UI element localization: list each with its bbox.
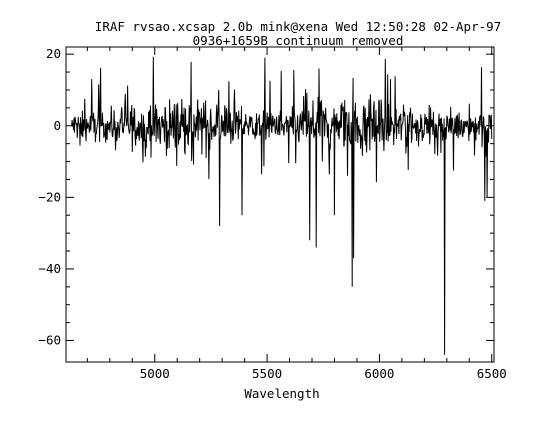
y-tick-label: 0 — [53, 118, 61, 133]
chart-subtitle: 0936+1659B continuum removed — [193, 33, 404, 48]
spectrum-line — [71, 56, 493, 355]
y-tick-label: −40 — [38, 261, 61, 276]
x-tick-label: 6000 — [364, 366, 394, 381]
x-tick-label: 5000 — [140, 366, 170, 381]
plot-layer — [71, 56, 493, 355]
y-tick-label: −60 — [38, 333, 61, 348]
x-tick-label: 5500 — [252, 366, 282, 381]
y-tick-label: 20 — [46, 46, 61, 61]
chart-title: IRAF rvsao.xcsap 2.0b mink@xena Wed 12:5… — [95, 19, 501, 34]
plot-frame — [65, 46, 495, 363]
x-tick-label: 6500 — [477, 366, 507, 381]
y-tick-label: −20 — [38, 189, 61, 204]
axes-layer: 5000 5500 6000 6500 20 0 −20 −40 −60 — [38, 46, 506, 381]
x-axis-label: Wavelength — [244, 386, 319, 401]
